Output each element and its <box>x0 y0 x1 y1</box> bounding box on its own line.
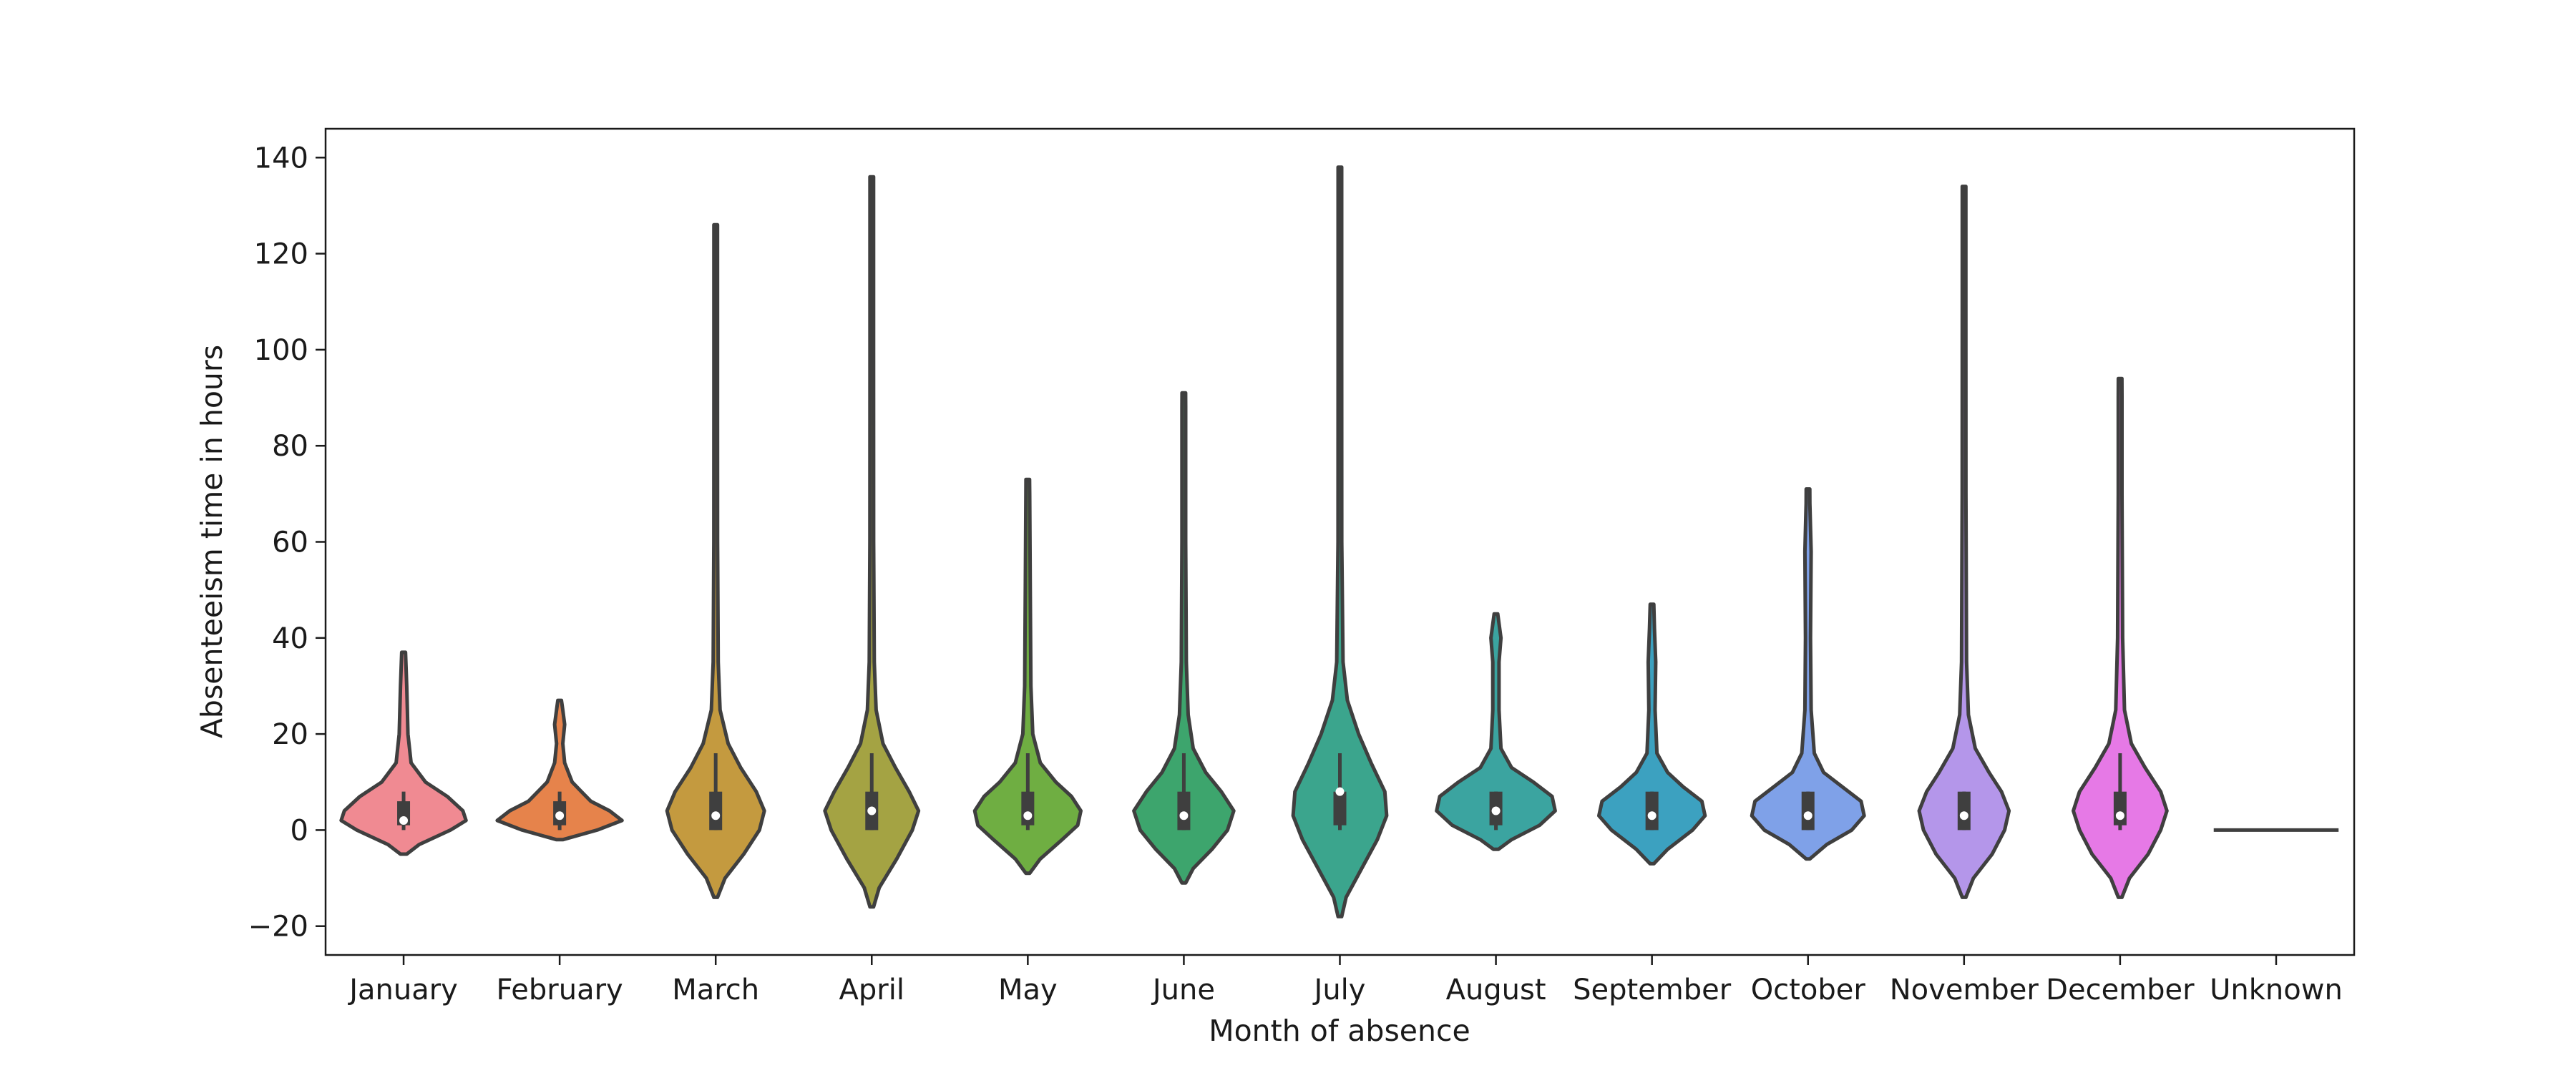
violin-october <box>1750 487 1866 861</box>
y-tick-label: 120 <box>254 238 308 271</box>
x-tick-label: July <box>1312 974 1366 1006</box>
violin-body <box>339 650 468 856</box>
x-tick-label: April <box>839 974 904 1006</box>
violin-body <box>495 698 624 842</box>
violin-february <box>495 698 624 842</box>
violin-median-dot <box>1023 811 1033 820</box>
violin-quartile-box <box>1333 791 1347 825</box>
violin-median-dot <box>1647 811 1657 820</box>
violin-median-dot <box>1335 787 1345 796</box>
violin-december <box>2072 376 2169 899</box>
violin-median-dot <box>399 815 409 825</box>
violin-median-dot <box>1959 811 1968 820</box>
violin-median-dot <box>1179 811 1189 820</box>
violin-median-dot <box>867 806 877 815</box>
x-tick-label: Unknown <box>2210 974 2343 1006</box>
x-axis: January February March April May June July Augu… <box>347 955 2343 1006</box>
violin-body <box>1917 185 2011 899</box>
x-tick-label: May <box>998 974 1058 1006</box>
x-tick-label: June <box>1151 974 1215 1006</box>
y-tick-label: 140 <box>254 142 308 175</box>
violin-september <box>1597 602 1707 866</box>
violin-body <box>972 477 1083 876</box>
y-tick-label: 60 <box>272 526 308 559</box>
violin-median-dot <box>1491 806 1501 815</box>
y-tick-label: 0 <box>291 814 308 847</box>
x-tick-label: February <box>496 974 623 1006</box>
violin-median-dot <box>711 811 721 820</box>
violin-median-dot <box>2115 811 2124 820</box>
x-tick-label: March <box>672 974 759 1006</box>
x-tick-label: September <box>1573 974 1732 1006</box>
violin-body <box>1435 612 1557 851</box>
violin-body <box>823 175 921 909</box>
violin-body <box>1750 487 1866 861</box>
x-tick-label: January <box>347 974 458 1006</box>
violin-body <box>665 222 766 899</box>
y-tick-label: 80 <box>272 430 308 463</box>
violin-quartile-box <box>1177 791 1191 831</box>
violin-january <box>339 650 468 856</box>
violin-layer <box>339 165 2339 918</box>
violin-quartile-box <box>1957 791 1971 831</box>
violin-april <box>823 175 921 909</box>
plot-frame <box>324 127 2356 956</box>
y-axis: −20 0 20 40 60 80 100 120 140 <box>248 142 326 944</box>
violin-june <box>1132 391 1236 885</box>
violin-quartile-box <box>709 791 723 831</box>
violin-july <box>1291 165 1389 918</box>
x-tick-label: August <box>1446 974 1546 1006</box>
y-axis-label: Absenteeism time in hours <box>195 345 229 738</box>
violin-quartile-box <box>1645 791 1659 831</box>
y-tick-label: 100 <box>254 334 308 367</box>
violin-quartile-box <box>1021 791 1035 825</box>
violin-median-dot <box>1803 811 1813 820</box>
x-axis-label: Month of absence <box>1209 1014 1470 1048</box>
violin-november <box>1917 185 2011 899</box>
violin-quartile-box <box>1801 791 1815 831</box>
y-tick-label: 40 <box>272 622 308 655</box>
x-tick-label: October <box>1751 974 1866 1006</box>
violin-body <box>1291 165 1389 918</box>
y-tick-label: 20 <box>272 718 308 751</box>
violin-body <box>1597 602 1707 866</box>
violin-median-dot <box>555 811 565 820</box>
violin-march <box>665 222 766 899</box>
violin-may <box>972 477 1083 876</box>
x-tick-label: November <box>1890 974 2039 1006</box>
violin-august <box>1435 612 1557 851</box>
violin-body <box>1132 391 1236 885</box>
x-tick-label: December <box>2046 974 2195 1006</box>
violin-body <box>2072 376 2169 899</box>
violin-quartile-box <box>2113 791 2127 825</box>
y-tick-label: −20 <box>248 911 308 944</box>
